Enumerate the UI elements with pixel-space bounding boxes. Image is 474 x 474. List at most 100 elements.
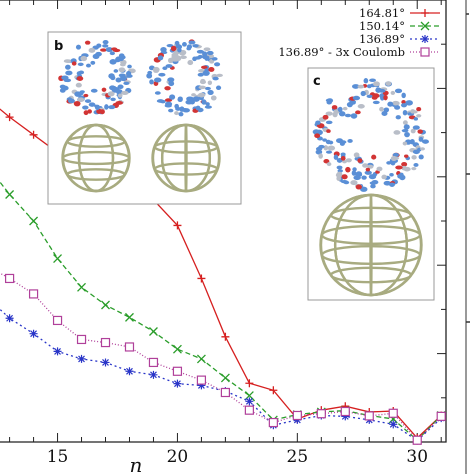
atom — [325, 150, 333, 154]
atom — [154, 91, 161, 95]
atom — [363, 78, 369, 84]
atom — [350, 180, 358, 186]
atom — [177, 47, 182, 53]
atom — [343, 180, 350, 185]
atom — [395, 101, 400, 106]
atom — [355, 184, 362, 190]
atom — [206, 50, 214, 56]
data-point — [196, 375, 207, 385]
atom — [331, 105, 338, 110]
atom — [107, 91, 115, 97]
data-point — [101, 300, 110, 310]
inset-b-molecule-right — [146, 39, 223, 117]
atom — [75, 82, 82, 88]
atom — [340, 140, 347, 144]
atom — [420, 147, 425, 151]
atom — [84, 99, 92, 103]
atom — [111, 47, 118, 51]
atom — [312, 129, 320, 135]
atom — [411, 155, 417, 160]
atom — [371, 95, 378, 100]
atom — [90, 60, 96, 65]
data-point — [268, 417, 278, 428]
atom — [76, 76, 84, 81]
atom — [77, 97, 85, 103]
atom — [355, 110, 361, 115]
data-point — [340, 406, 350, 417]
atom — [325, 120, 333, 125]
adjacent-panel-ticks — [466, 13, 470, 323]
y-axis-ticks — [437, 43, 446, 399]
atom — [371, 180, 379, 185]
data-point — [196, 354, 206, 364]
atom — [82, 105, 89, 110]
legend-entry: 136.89° - 3x Coulomb — [278, 45, 440, 59]
data-point — [220, 373, 230, 383]
atom — [340, 152, 346, 156]
atom — [337, 106, 343, 113]
atom — [76, 71, 82, 76]
atom — [208, 67, 215, 72]
atom — [417, 129, 423, 134]
data-point — [421, 35, 429, 43]
atom — [394, 88, 403, 94]
data-point — [149, 327, 158, 336]
atom — [101, 87, 107, 92]
atom — [402, 110, 408, 116]
data-point — [412, 435, 422, 445]
data-point — [29, 216, 39, 226]
atom — [83, 93, 89, 98]
atom — [167, 57, 174, 64]
atom — [204, 86, 211, 91]
atom — [105, 47, 113, 53]
atom — [395, 165, 403, 170]
atom — [152, 66, 160, 73]
atom — [160, 46, 167, 53]
atom — [117, 93, 123, 98]
atom — [194, 56, 202, 60]
atom — [418, 136, 424, 142]
atom — [192, 96, 200, 102]
x-axis-label: n — [130, 453, 143, 474]
atom — [108, 73, 115, 79]
data-point — [245, 379, 254, 388]
data-point — [77, 282, 86, 292]
atom — [147, 70, 153, 75]
atom — [365, 167, 371, 172]
data-point — [125, 312, 134, 322]
data-point — [124, 342, 135, 352]
atom — [327, 145, 336, 151]
atom — [335, 172, 343, 178]
atom — [171, 52, 179, 58]
legend-label: 150.14° — [359, 19, 405, 33]
atom — [326, 162, 332, 167]
atom — [412, 125, 420, 130]
atom — [372, 81, 380, 87]
atom — [165, 64, 173, 68]
data-point — [389, 420, 398, 429]
x-tick-label: 20 — [167, 447, 189, 467]
data-point — [52, 315, 63, 326]
atom — [192, 44, 199, 48]
atom — [100, 48, 107, 52]
atom — [216, 73, 223, 78]
atom — [352, 95, 361, 101]
legend-entry: 164.81° — [359, 6, 440, 20]
data-point — [420, 47, 430, 57]
atom — [182, 108, 190, 113]
atom — [371, 154, 377, 160]
data-point — [53, 347, 62, 356]
atom — [322, 138, 327, 142]
atom — [333, 154, 339, 160]
atom — [109, 59, 117, 65]
atom — [191, 93, 196, 97]
atom — [95, 51, 102, 57]
atom — [315, 149, 323, 155]
atom — [383, 180, 391, 186]
x-tick-label: 25 — [287, 447, 309, 467]
atom — [326, 129, 331, 133]
atom — [357, 84, 365, 89]
series-layer — [0, 108, 446, 445]
data-point — [172, 344, 182, 354]
atom — [323, 145, 329, 151]
